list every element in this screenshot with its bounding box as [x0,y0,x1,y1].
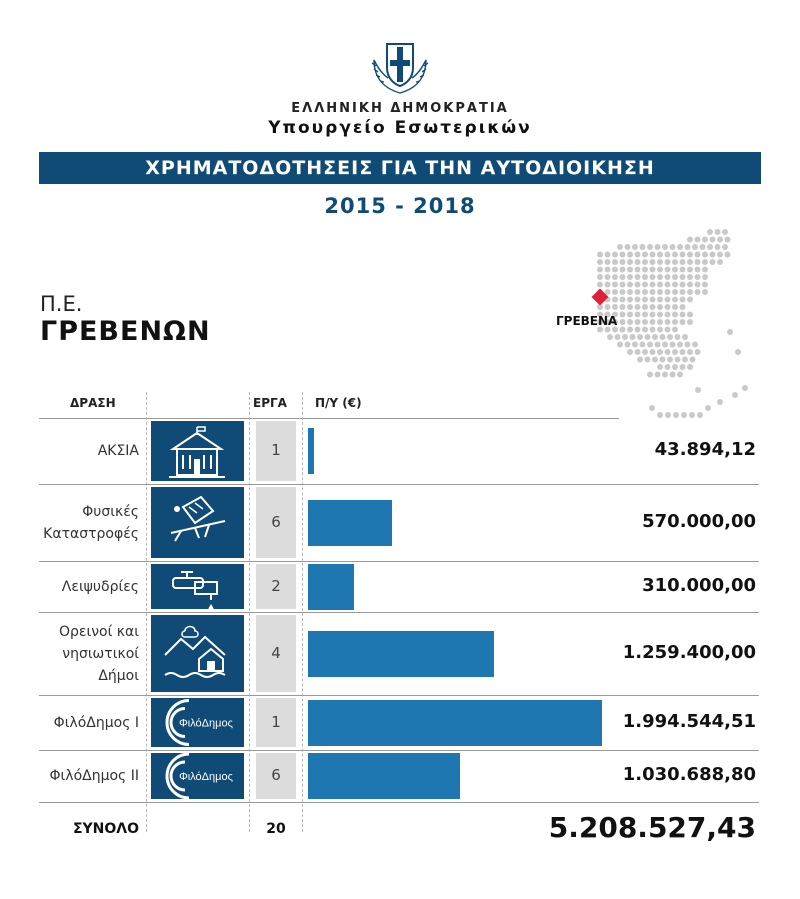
action-label: Λειψυδρίες [39,576,139,598]
action-label-line: Ορεινοί και [58,623,139,640]
budget-value: 310.000,00 [642,574,756,596]
header-divider [39,418,619,419]
earthquake-house-icon [170,495,226,542]
coat-of-arms-icon [371,43,429,94]
action-label: ΦιλόΔημος ΙΙ [39,765,139,787]
ministry-title: Υπουργείο Εσωτερικών [268,118,532,138]
projects-box [256,421,296,481]
budget-bar [308,428,315,474]
budget-value: 570.000,00 [642,510,756,532]
budget-bar [308,630,494,677]
projects-count: 2 [271,576,281,595]
budget-bar [308,699,603,746]
greece-dot-map [591,229,748,418]
republic-title: ΕΛΛΗΝΙΚΗ ΔΗΜΟΚΡΑΤΙΑ [291,101,509,116]
action-label-line: Καταστροφές [43,525,139,542]
budget-bar [308,499,393,546]
action-label-line: ΑΚΣΙΑ [97,443,139,459]
projects-box [256,615,296,692]
title-banner: ΧΡΗΜΑΤΟΔΟΤΗΣΕΙΣ ΓΙΑ ΤΗΝ ΑΥΤΟΔΙΟΙΚΗΣΗ [39,152,761,184]
budget-value: 1.259.400,00 [622,641,756,663]
projects-count: 6 [271,512,281,531]
column-header-projects: ΕΡΓΑ [253,396,287,410]
column-header-budget: Π/Υ (€) [315,396,362,410]
budget-bar [308,563,354,610]
total-value: 5.208.527,43 [548,811,756,844]
projects-count: 1 [271,441,281,459]
filodimos-logo-icon: ΦιλόΔημος [165,699,233,746]
faucet-icon [172,571,218,609]
budget-value: 1.994.544,51 [622,710,756,732]
action-label-line: Δήμοι [98,667,139,684]
projects-count: 6 [271,766,281,784]
action-label: ΑΚΣΙΑ [39,440,139,462]
budget-value: 43.894,12 [654,439,756,460]
region-prefix: Π.Ε. [40,292,83,316]
action-label-line: νησιωτικοί [62,645,139,662]
projects-count: 1 [271,712,281,731]
school-icon [169,426,225,478]
projects-box [256,753,296,799]
row-divider [39,695,759,696]
column-header-action: ΔΡΑΣΗ [70,396,116,410]
region-name: ΓΡΕΒΕΝΩΝ [40,316,211,347]
action-label: Ορεινοί και νησιωτικοί Δήμοι [39,621,139,687]
budget-bar [308,753,461,799]
row-divider [39,561,759,562]
grevena-marker-icon [591,288,609,306]
action-label-line: Φυσικές [82,503,139,520]
row-divider [39,750,759,751]
filodimos-logo-icon: ΦιλόΔημος [165,753,233,799]
projects-count: 4 [271,643,281,662]
total-label: ΣΥΝΟΛΟ [72,821,139,837]
action-icon-box [151,564,244,609]
total-projects: 20 [266,821,286,837]
action-label-line: ΦιλόΔημος ΙΙ [49,768,139,784]
action-label-line: ΦιλόΔημος Ι [53,714,139,731]
action-label-line: Λειψυδρίες [61,578,139,595]
mountain-island-house-icon [164,625,226,678]
action-label: Φυσικές Καταστροφές [39,501,139,545]
years-subtitle: 2015 - 2018 [324,194,476,218]
filodimos-logo-text: ΦιλόΔημος [179,718,233,730]
projects-box [256,487,296,558]
projects-box [256,698,296,747]
action-label: ΦιλόΔημος Ι [39,712,139,734]
projects-box [256,564,296,609]
filodimos-logo-text: ΦιλόΔημος [179,771,233,783]
budget-value: 1.030.688,80 [622,764,756,785]
row-divider [39,612,759,613]
row-divider [39,802,759,803]
map-city-label: ΓΡΕΒΕΝΑ [556,314,618,328]
row-divider [39,484,759,485]
